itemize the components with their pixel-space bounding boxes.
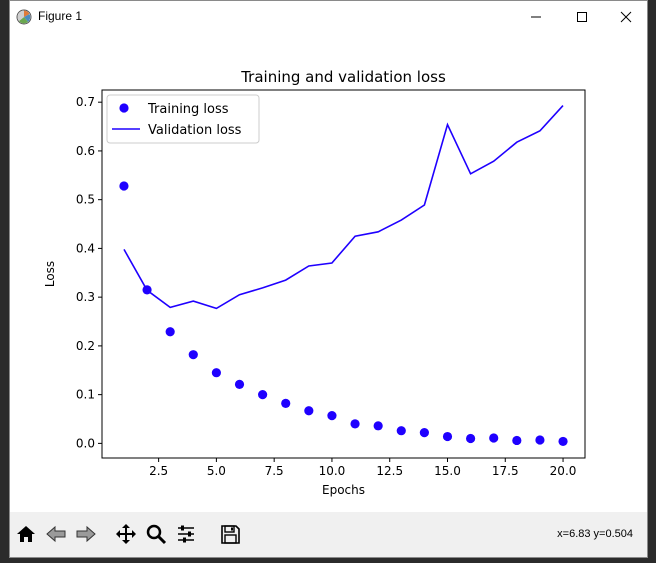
y-tick-label: 0.7 <box>76 95 95 109</box>
x-tick-label: 10.0 <box>319 464 346 478</box>
training-loss-point <box>442 431 453 442</box>
training-loss-point <box>188 350 198 360</box>
matplotlib-icon <box>16 9 32 25</box>
training-loss-point <box>558 436 568 447</box>
configure-icon <box>178 525 194 543</box>
title-bar[interactable]: Figure 1 <box>10 1 647 32</box>
x-tick-label: 15.0 <box>434 464 461 478</box>
training-loss-point <box>350 419 360 429</box>
training-loss-point <box>327 410 337 421</box>
chart-title: Training and validation loss <box>240 68 446 86</box>
zoom-button[interactable] <box>142 520 170 548</box>
training-loss-point <box>489 433 499 443</box>
y-tick-label: 0.6 <box>76 144 95 158</box>
navigation-toolbar: x=6.83 y=0.504 <box>10 512 647 557</box>
training-loss-point <box>466 433 476 444</box>
plot-frame <box>101 89 586 459</box>
y-tick-label: 0.4 <box>76 241 95 255</box>
y-tick-label: 0.3 <box>76 290 95 304</box>
minimize-button[interactable] <box>513 1 559 32</box>
training-loss-point <box>535 435 545 445</box>
back-button[interactable] <box>42 520 70 548</box>
training-loss-point <box>119 181 129 191</box>
background-editor-left <box>0 0 10 563</box>
x-tick-label: 17.5 <box>492 464 519 478</box>
forward-icon <box>76 525 96 543</box>
figure-canvas[interactable]: 2.5 5.0 7.5 10.0 12.5 15.0 17.5 20.0 0.0 0.1 0.2 0.… <box>10 32 647 512</box>
x-tick-label: 5.0 <box>207 464 226 478</box>
figure-window: Figure 1 2.5 5.0 7.5 10.0 12.5 15.0 17.5 20.0 0.… <box>9 0 648 558</box>
save-button[interactable] <box>216 520 244 548</box>
pan-icon <box>116 524 136 544</box>
y-tick-label: 0.2 <box>76 339 95 353</box>
configure-subplots-button[interactable] <box>172 520 200 548</box>
training-loss-point <box>165 327 175 337</box>
x-tick-label: 2.5 <box>149 464 168 478</box>
window-title: Figure 1 <box>38 9 83 23</box>
home-icon <box>17 526 35 542</box>
y-tick-label: 0.0 <box>76 436 95 450</box>
training-loss-point <box>419 428 429 438</box>
home-button[interactable] <box>12 520 40 548</box>
validation-loss-line <box>123 105 564 310</box>
training-loss-point <box>373 421 383 431</box>
legend-label-validation: Validation loss <box>148 123 242 138</box>
training-loss-point <box>258 390 268 400</box>
back-icon <box>46 525 66 543</box>
training-loss-point <box>281 398 291 409</box>
maximize-icon <box>577 11 587 22</box>
training-loss-point <box>234 379 245 389</box>
legend-marker-training <box>119 103 129 113</box>
x-axis-label: Epochs <box>322 483 365 497</box>
training-loss-point <box>304 406 314 416</box>
x-tick-label: 12.5 <box>376 464 403 478</box>
save-icon <box>221 525 240 544</box>
background-editor-right <box>648 0 656 563</box>
pan-button[interactable] <box>112 520 140 548</box>
x-tick-label: 7.5 <box>265 464 284 478</box>
x-tick-label: 20.0 <box>550 464 577 478</box>
y-tick-label: 0.1 <box>76 388 95 402</box>
zoom-icon <box>146 524 167 545</box>
training-loss-point <box>396 426 406 436</box>
legend-box <box>106 94 260 144</box>
y-axis-label: Loss <box>43 261 57 287</box>
close-icon <box>620 11 632 22</box>
cursor-coordinates: x=6.83 y=0.504 <box>557 528 633 540</box>
minimize-icon <box>531 16 541 17</box>
y-tick-label: 0.5 <box>76 193 95 207</box>
legend-label-training: Training loss <box>147 102 229 117</box>
chart-svg: 2.5 5.0 7.5 10.0 12.5 15.0 17.5 20.0 0.0 0.1 0.2 0.… <box>43 68 586 497</box>
training-loss-point <box>512 435 522 446</box>
training-loss-point <box>211 368 221 378</box>
maximize-button[interactable] <box>559 1 605 32</box>
forward-button[interactable] <box>72 520 100 548</box>
close-button[interactable] <box>603 1 649 32</box>
